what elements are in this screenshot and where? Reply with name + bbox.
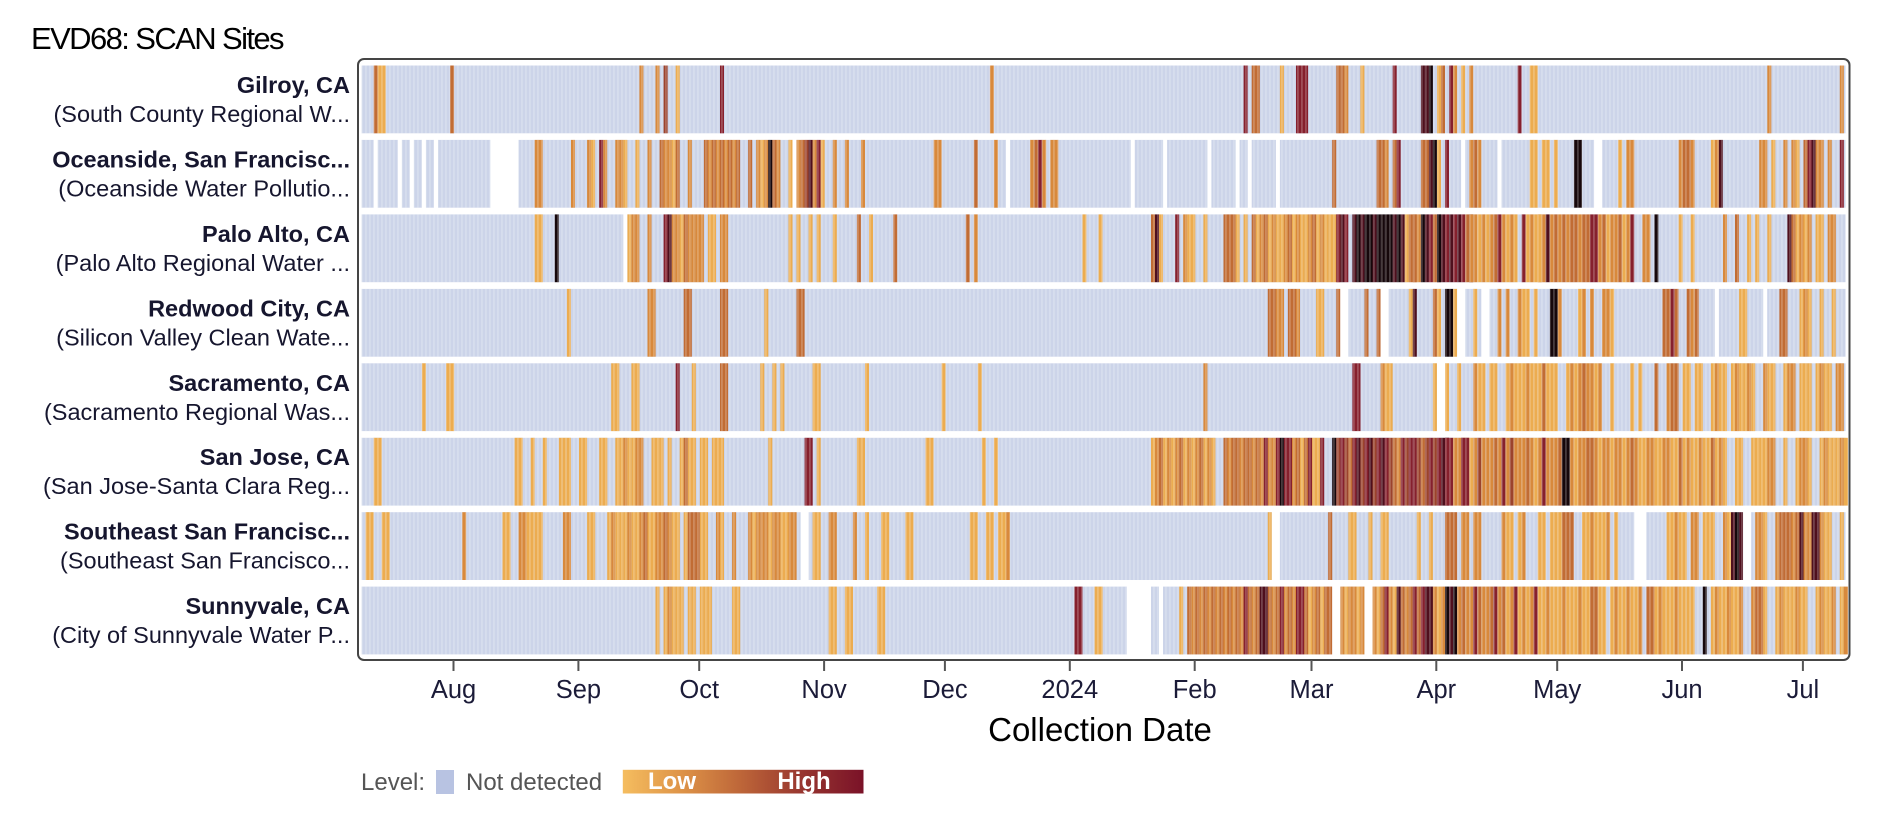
svg-text:Sunnyvale, CA: Sunnyvale, CA xyxy=(185,593,350,619)
svg-text:Gilroy, CA: Gilroy, CA xyxy=(237,72,350,98)
svg-text:(Southeast San Francisco...: (Southeast San Francisco... xyxy=(60,548,350,574)
svg-text:(South County Regional W...: (South County Regional W... xyxy=(53,101,350,127)
svg-text:EVD68: SCAN Sites: EVD68: SCAN Sites xyxy=(31,21,284,56)
svg-text:Palo Alto, CA: Palo Alto, CA xyxy=(202,221,350,247)
svg-text:Apr: Apr xyxy=(1416,676,1456,704)
svg-text:2024: 2024 xyxy=(1041,676,1098,704)
svg-text:Nov: Nov xyxy=(801,676,847,704)
svg-text:(Palo Alto Regional Water ...: (Palo Alto Regional Water ... xyxy=(56,250,350,276)
svg-text:Southeast San Francisc...: Southeast San Francisc... xyxy=(64,519,350,545)
svg-text:Sep: Sep xyxy=(556,676,601,704)
svg-text:(Oceanside Water Pollutio...: (Oceanside Water Pollutio... xyxy=(58,175,350,201)
svg-text:Oct: Oct xyxy=(679,676,719,704)
svg-text:(Silicon Valley Clean Wate...: (Silicon Valley Clean Wate... xyxy=(56,324,350,350)
svg-text:Feb: Feb xyxy=(1173,676,1217,704)
svg-text:Level:: Level: xyxy=(361,769,425,796)
svg-text:Oceanside, San Francisc...: Oceanside, San Francisc... xyxy=(52,146,350,172)
svg-text:(San Jose-Santa Clara Reg...: (San Jose-Santa Clara Reg... xyxy=(43,473,350,499)
svg-text:High: High xyxy=(777,768,830,795)
svg-text:Redwood City, CA: Redwood City, CA xyxy=(148,295,350,321)
svg-text:Jun: Jun xyxy=(1661,676,1702,704)
svg-text:(Sacramento Regional Was...: (Sacramento Regional Was... xyxy=(44,399,350,425)
svg-text:Sacramento, CA: Sacramento, CA xyxy=(168,370,350,396)
svg-text:San Jose, CA: San Jose, CA xyxy=(200,444,350,470)
svg-text:Not detected: Not detected xyxy=(466,769,602,796)
svg-text:Aug: Aug xyxy=(431,676,476,704)
svg-text:(City of Sunnyvale Water P...: (City of Sunnyvale Water P... xyxy=(52,622,350,648)
svg-text:Mar: Mar xyxy=(1290,676,1334,704)
svg-text:Collection Date: Collection Date xyxy=(988,711,1212,748)
svg-text:Low: Low xyxy=(648,768,696,795)
svg-text:Jul: Jul xyxy=(1787,676,1820,704)
svg-text:Dec: Dec xyxy=(922,676,968,704)
svg-text:May: May xyxy=(1533,676,1581,704)
